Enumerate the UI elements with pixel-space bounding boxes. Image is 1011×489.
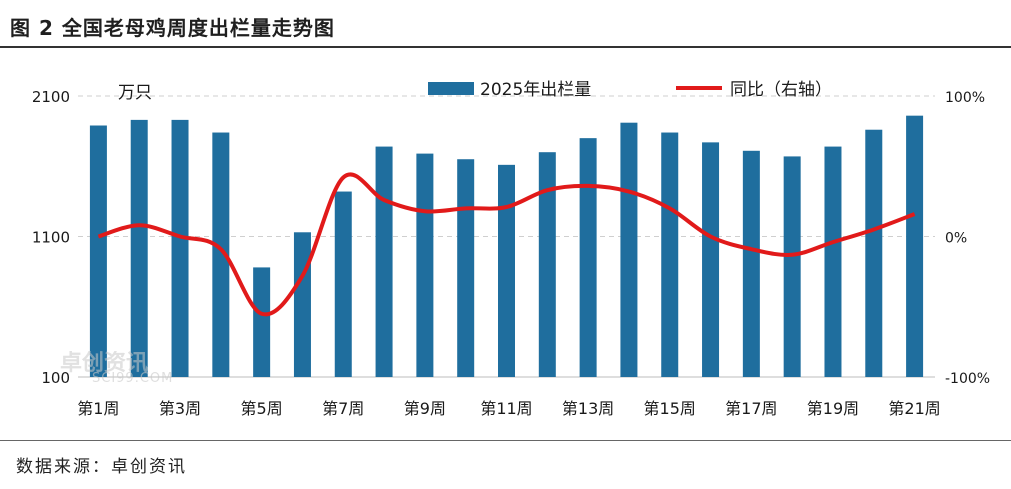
x-tick-label: 第15周 (644, 399, 696, 418)
y-left-tick-label: 100 (41, 369, 70, 387)
bar (416, 153, 434, 377)
y-right-tick-label: -100% (945, 371, 990, 387)
legend-bar-label: 2025年出栏量 (480, 80, 591, 100)
title-bar: 图 2 全国老母鸡周度出栏量走势图 (0, 0, 1011, 48)
bar (742, 150, 760, 377)
source-rule (0, 440, 1011, 441)
bar (375, 146, 393, 377)
y-left-tick-label: 1100 (32, 229, 70, 247)
legend-line-label: 同比（右轴） (730, 80, 832, 100)
bar (212, 132, 230, 377)
x-tick-label: 第13周 (562, 399, 614, 418)
bar (130, 119, 148, 377)
bar (334, 191, 352, 377)
x-tick-label: 第11周 (480, 399, 532, 418)
bar (783, 156, 801, 377)
x-tick-label: 第19周 (807, 399, 859, 418)
bar (620, 122, 638, 377)
bar (293, 232, 311, 377)
bar (702, 142, 720, 377)
unit-label: 万只 (118, 83, 152, 103)
bar (824, 146, 842, 377)
title-rule (0, 46, 1011, 48)
bar (253, 267, 271, 377)
x-tick-label: 第7周 (322, 399, 364, 418)
y-right-tick-label: 100% (945, 90, 985, 106)
x-tick-label: 第21周 (888, 399, 940, 418)
watermark-logo: 卓创资讯 (60, 351, 149, 376)
x-tick-label: 第17周 (725, 399, 777, 418)
bar (498, 164, 515, 377)
source-note: 数据来源：卓创资讯 (16, 457, 187, 477)
chart-title: 图 2 全国老母鸡周度出栏量走势图 (10, 16, 335, 40)
bar (457, 159, 475, 377)
bar (661, 132, 679, 377)
bar (89, 125, 107, 377)
x-tick-label: 第5周 (241, 399, 283, 418)
legend-bar-swatch (428, 82, 474, 95)
bar (579, 138, 597, 377)
bar (171, 119, 189, 377)
bar (906, 115, 924, 378)
y-right-tick-label: 0% (945, 231, 967, 247)
watermark-url: SCI99.COM (92, 371, 174, 386)
x-tick-label: 第3周 (159, 399, 201, 418)
x-tick-label: 第1周 (77, 399, 119, 418)
y-left-tick-label: 2100 (32, 88, 70, 106)
yoy-line (97, 172, 916, 317)
bar (865, 129, 883, 377)
bar (538, 152, 556, 377)
x-tick-label: 第9周 (404, 399, 446, 418)
